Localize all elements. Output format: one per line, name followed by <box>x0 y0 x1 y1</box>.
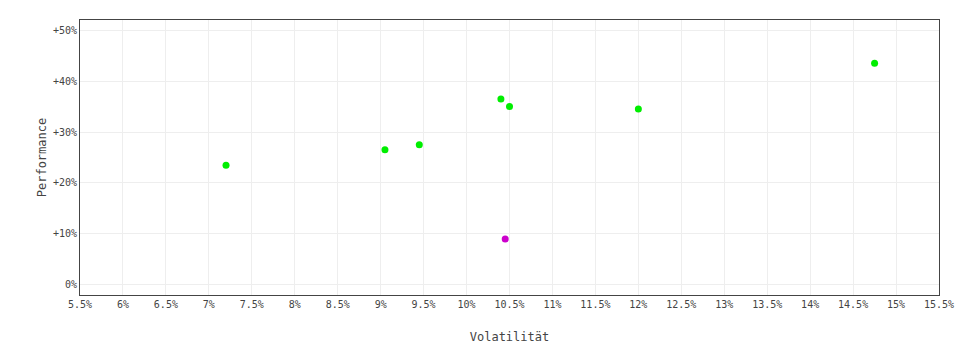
svg-text:11.5%: 11.5% <box>580 299 610 310</box>
svg-text:0%: 0% <box>65 279 77 290</box>
svg-text:9.5%: 9.5% <box>412 299 436 310</box>
svg-text:13.5%: 13.5% <box>752 299 782 310</box>
svg-text:13%: 13% <box>715 299 733 310</box>
svg-text:9%: 9% <box>375 299 387 310</box>
svg-text:15%: 15% <box>887 299 905 310</box>
svg-text:+30%: +30% <box>53 127 77 138</box>
svg-text:6.5%: 6.5% <box>154 299 178 310</box>
svg-text:8.5%: 8.5% <box>326 299 350 310</box>
svg-text:14.5%: 14.5% <box>838 299 868 310</box>
svg-text:+50%: +50% <box>53 25 77 36</box>
svg-text:+20%: +20% <box>53 177 77 188</box>
svg-text:10.5%: 10.5% <box>494 299 524 310</box>
svg-text:14%: 14% <box>801 299 819 310</box>
svg-text:7.5%: 7.5% <box>240 299 264 310</box>
svg-text:Performance: Performance <box>35 118 49 197</box>
svg-text:12.5%: 12.5% <box>666 299 696 310</box>
svg-text:8%: 8% <box>289 299 301 310</box>
svg-text:10%: 10% <box>458 299 476 310</box>
svg-text:+10%: +10% <box>53 228 77 239</box>
svg-text:5.5%: 5.5% <box>68 299 92 310</box>
svg-text:15.5%: 15.5% <box>924 299 954 310</box>
svg-text:Volatilität: Volatilität <box>470 330 549 344</box>
svg-text:11%: 11% <box>543 299 561 310</box>
svg-text:6%: 6% <box>117 299 129 310</box>
svg-text:12%: 12% <box>629 299 647 310</box>
svg-text:7%: 7% <box>203 299 215 310</box>
svg-text:+40%: +40% <box>53 76 77 87</box>
